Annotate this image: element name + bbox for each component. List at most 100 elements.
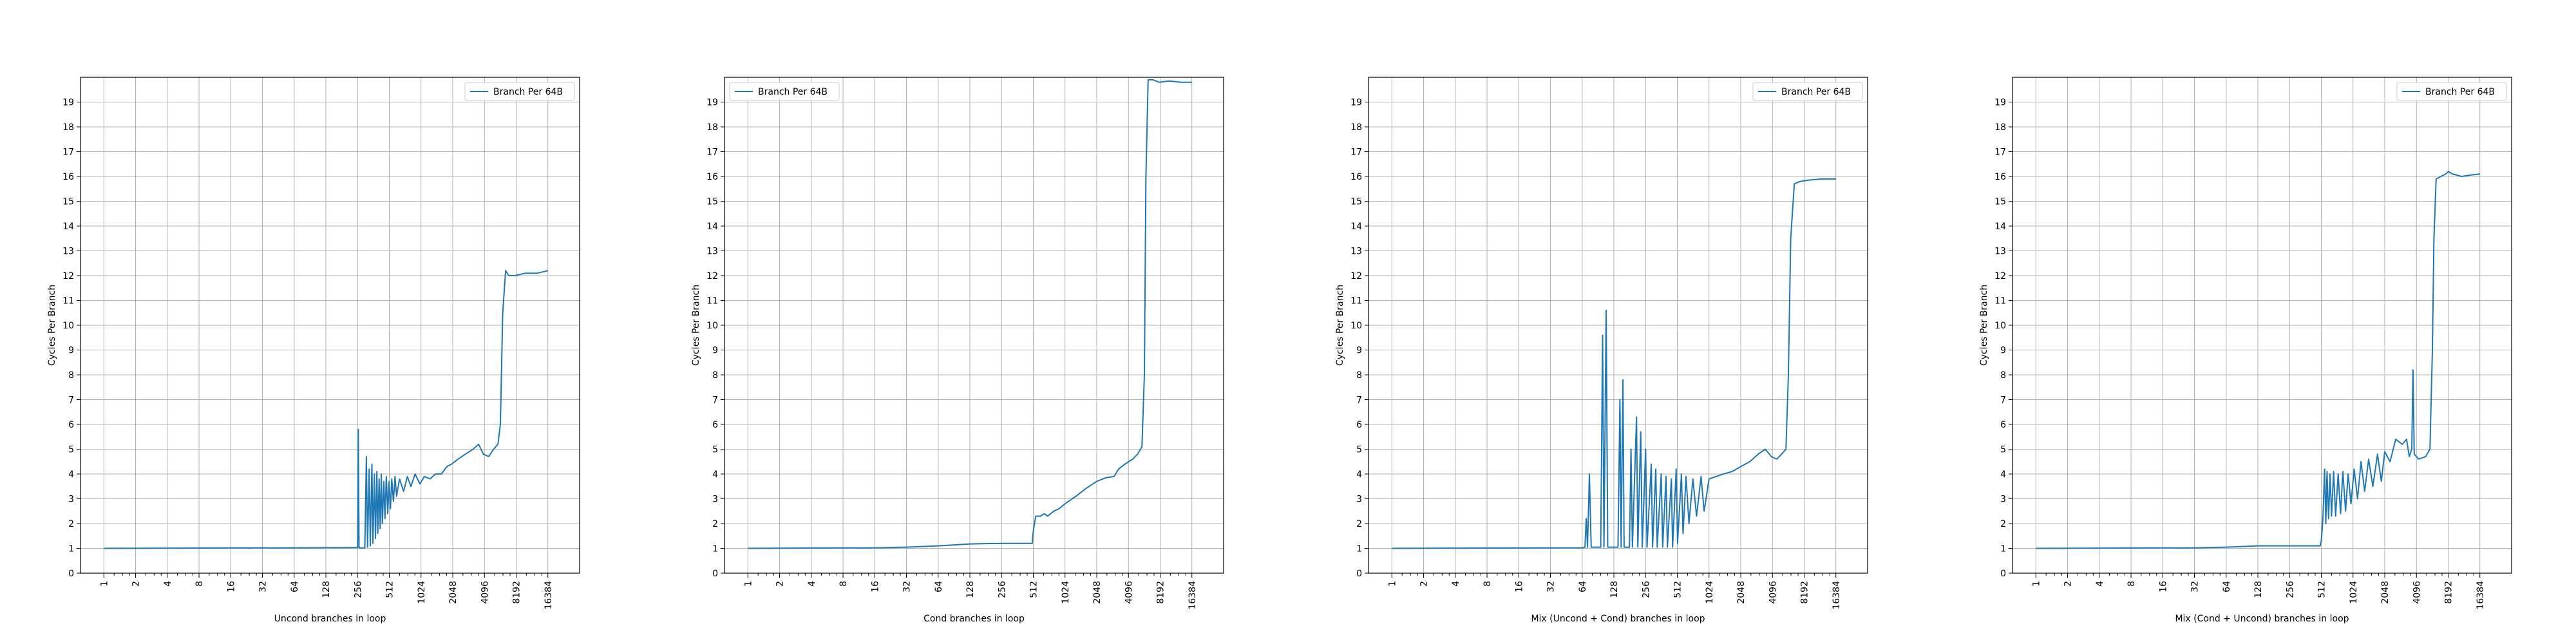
y-tick-label: 9 — [1356, 346, 1362, 356]
y-tick-label: 5 — [712, 445, 718, 455]
x-tick-label: 4096 — [1124, 581, 1134, 604]
x-tick-label: 2048 — [1092, 581, 1103, 604]
legend-label: Branch Per 64B — [1781, 87, 1851, 97]
x-tick-label: 4096 — [1768, 581, 1778, 604]
legend: Branch Per 64B — [1752, 82, 1863, 101]
y-tick-label: 0 — [2000, 569, 2006, 579]
legend-box — [464, 82, 575, 101]
x-tick-label: 4 — [1451, 581, 1461, 587]
legend-box — [1752, 82, 1863, 101]
y-tick-label: 8 — [1356, 370, 1362, 381]
y-tick-label: 13 — [1994, 247, 2006, 257]
y-tick-label: 3 — [68, 495, 74, 505]
y-tick-label: 12 — [1350, 271, 1362, 281]
x-tick-label: 256 — [1641, 581, 1651, 598]
x-tick-label: 256 — [997, 581, 1007, 598]
x-tick-label: 128 — [965, 581, 976, 598]
x-tick-label: 512 — [385, 581, 395, 598]
x-tick-label: 32 — [2190, 581, 2201, 592]
x-tick-label: 16 — [226, 581, 236, 592]
y-tick-label: 18 — [62, 122, 74, 133]
x-tick-label: 16 — [1514, 581, 1524, 592]
x-axis-label: Mix (Uncond + Cond) branches in loop — [1531, 614, 1705, 624]
y-tick-label: 7 — [2000, 395, 2006, 406]
y-tick-label: 10 — [706, 321, 718, 331]
y-tick-label: 2 — [68, 519, 74, 529]
y-tick-label: 2 — [1356, 519, 1362, 529]
y-tick-label: 19 — [1994, 98, 2006, 108]
y-tick-label: 16 — [1350, 172, 1362, 182]
x-tick-label: 256 — [353, 581, 363, 598]
x-tick-label: 512 — [1029, 581, 1039, 598]
x-tick-label: 512 — [1673, 581, 1683, 598]
y-tick-label: 17 — [62, 147, 74, 158]
x-tick-label: 8192 — [512, 581, 522, 604]
y-tick-label: 1 — [2000, 544, 2006, 554]
y-tick-label: 18 — [706, 122, 718, 133]
x-tick-label: 1 — [1387, 581, 1397, 587]
series-line-1 — [748, 79, 1192, 549]
y-tick-label: 2 — [2000, 519, 2006, 529]
y-tick-label: 4 — [2000, 469, 2006, 480]
y-tick-label: 0 — [712, 569, 718, 579]
x-tick-label: 256 — [2285, 581, 2295, 598]
y-tick-label: 14 — [62, 222, 74, 232]
x-tick-label: 16 — [870, 581, 880, 592]
x-tick-label: 4 — [2095, 581, 2105, 587]
x-tick-label: 64 — [934, 581, 944, 592]
legend: Branch Per 64B — [729, 82, 840, 101]
y-tick-label: 5 — [68, 445, 74, 455]
y-tick-label: 16 — [706, 172, 718, 182]
x-tick-label: 4 — [163, 581, 173, 587]
y-tick-label: 19 — [62, 98, 74, 108]
y-axis-label: Cycles Per Branch — [1335, 285, 1345, 366]
y-tick-label: 2 — [712, 519, 718, 529]
y-tick-label: 18 — [1994, 122, 2006, 133]
x-axis-label: Cond branches in loop — [923, 614, 1025, 624]
y-tick-label: 14 — [1350, 222, 1362, 232]
y-tick-label: 16 — [1994, 172, 2006, 182]
y-tick-label: 13 — [1350, 247, 1362, 257]
y-tick-label: 13 — [62, 247, 74, 257]
series-line-1 — [2036, 171, 2480, 549]
legend-label: Branch Per 64B — [2425, 87, 2495, 97]
y-tick-label: 11 — [62, 296, 74, 307]
x-tick-label: 32 — [1546, 581, 1557, 592]
y-tick-label: 12 — [706, 271, 718, 281]
y-tick-label: 15 — [62, 197, 74, 207]
y-tick-label: 6 — [2000, 420, 2006, 430]
y-tick-label: 3 — [712, 495, 718, 505]
y-tick-label: 16 — [62, 172, 74, 182]
y-tick-label: 5 — [2000, 445, 2006, 455]
y-tick-label: 18 — [1350, 122, 1362, 133]
x-tick-label: 16 — [2158, 581, 2168, 592]
y-tick-label: 10 — [1350, 321, 1362, 331]
x-tick-label: 1 — [743, 581, 753, 587]
y-axis-label: Cycles Per Branch — [47, 285, 57, 366]
y-tick-label: 4 — [68, 469, 74, 480]
x-tick-label: 1024 — [1061, 581, 1071, 604]
legend-label: Branch Per 64B — [758, 87, 828, 97]
legend-label: Branch Per 64B — [493, 87, 563, 97]
y-tick-label: 11 — [1994, 296, 2006, 307]
y-tick-label: 11 — [1350, 296, 1362, 307]
x-tick-label: 2048 — [1736, 581, 1747, 604]
x-tick-label: 1024 — [1705, 581, 1715, 604]
x-tick-label: 128 — [321, 581, 332, 598]
x-tick-label: 4 — [807, 581, 817, 587]
y-tick-label: 6 — [1356, 420, 1362, 430]
legend-box — [2396, 82, 2507, 101]
x-tick-label: 2 — [2063, 581, 2074, 587]
x-tick-label: 16384 — [544, 581, 554, 610]
x-tick-label: 8 — [2126, 581, 2137, 587]
y-tick-label: 10 — [62, 321, 74, 331]
legend: Branch Per 64B — [2396, 82, 2507, 101]
y-tick-label: 15 — [1994, 197, 2006, 207]
y-tick-label: 3 — [1356, 495, 1362, 505]
x-tick-label: 512 — [2317, 581, 2327, 598]
series-line-1 — [104, 270, 549, 549]
x-tick-label: 8192 — [1156, 581, 1166, 604]
